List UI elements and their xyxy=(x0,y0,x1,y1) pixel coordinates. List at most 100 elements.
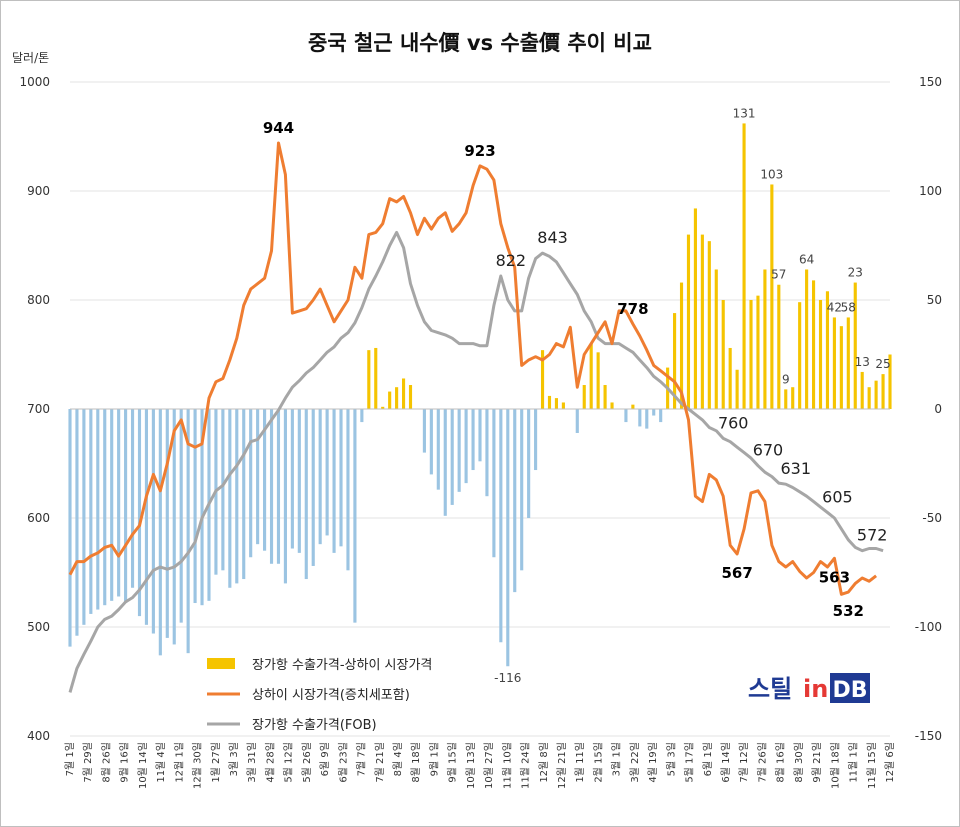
spread-bar xyxy=(450,409,454,505)
price-lines xyxy=(68,141,884,693)
spread-bar xyxy=(200,409,204,606)
x-tick-label: 10월 14일 xyxy=(137,742,149,789)
y2-axis-ticks: -150 -100 -50 0 50 100 150 xyxy=(915,75,942,743)
x-tick-label: 6월 9일 xyxy=(319,742,331,776)
x-tick-label: 9월 21일 xyxy=(811,742,823,783)
legend-entry-shanghai: 상하이 시장가격(증치세포함) xyxy=(252,688,410,703)
spread-bar xyxy=(652,409,656,416)
spread-value-label: 103 xyxy=(760,167,783,181)
shanghai-value-label: 532 xyxy=(833,602,864,620)
spread-bar xyxy=(137,409,142,617)
spread-bar xyxy=(825,291,830,409)
spread-bar xyxy=(457,409,461,492)
spread-bar xyxy=(756,295,760,409)
shanghai-price-line xyxy=(68,141,878,596)
spread-bar xyxy=(283,409,287,584)
spread-bar xyxy=(485,409,489,497)
y2-tick-label: -100 xyxy=(915,620,942,634)
spread-bar xyxy=(561,402,565,409)
spread-bar xyxy=(151,409,155,634)
spread-bar xyxy=(388,391,392,409)
spread-bar xyxy=(395,387,399,409)
x-axis-ticks: 7월 1일 7월 29일 8월 26일 9월 16일 10월 14일 11월 4일 12월 … xyxy=(64,742,896,789)
x-tick-label: 5월 17일 xyxy=(684,742,696,783)
y-tick-label: 400 xyxy=(27,729,50,743)
spread-bar xyxy=(728,347,732,409)
spread-value-label: 9 xyxy=(782,372,790,386)
spread-bar xyxy=(693,208,697,409)
spread-bar xyxy=(235,409,239,584)
spread-bar xyxy=(645,409,649,429)
spread-value-label: 64 xyxy=(799,252,814,266)
spread-bar xyxy=(179,409,183,623)
x-tick-label: 1월 27일 xyxy=(210,742,222,783)
spread-bar xyxy=(346,409,350,571)
x-tick-label: 7월 7일 xyxy=(356,742,368,776)
shanghai-value-label: 778 xyxy=(617,300,648,318)
spread-bar xyxy=(506,409,510,667)
x-tick-label: 11월 15일 xyxy=(866,742,878,789)
x-tick-label: 10월 13일 xyxy=(465,742,477,789)
spread-bar xyxy=(624,409,628,423)
legend: 장가항 수출가격-상하이 시장가격 상하이 시장가격(증치세포함) 장가항 수출… xyxy=(207,658,432,733)
x-tick-label: 5월 12일 xyxy=(283,742,295,783)
spread-bar xyxy=(304,409,308,580)
spread-bar xyxy=(631,404,635,409)
y2-tick-label: 50 xyxy=(927,293,942,307)
y-tick-label: 700 xyxy=(27,402,50,416)
spread-bar xyxy=(707,241,711,409)
spread-bar xyxy=(186,409,190,654)
spread-bar xyxy=(256,409,260,545)
y-tick-label: 1000 xyxy=(19,75,50,89)
legend-entry-spread: 장가항 수출가격-상하이 시장가격 xyxy=(252,658,432,673)
spread-value-label: 57 xyxy=(771,268,786,282)
spread-bar xyxy=(276,409,281,564)
export-value-label: 760 xyxy=(718,413,749,432)
logo-text-in: in xyxy=(803,675,828,703)
spread-bar xyxy=(332,409,336,553)
spread-bar xyxy=(798,302,802,409)
spread-bar xyxy=(686,234,691,409)
spread-bar xyxy=(714,269,718,409)
spread-bar xyxy=(492,409,496,558)
spread-bar xyxy=(144,409,149,625)
spread-value-label: 58 xyxy=(841,300,856,314)
export-value-label: 843 xyxy=(537,228,568,247)
spread-bar xyxy=(784,389,788,409)
export-price-line xyxy=(68,230,884,693)
spread-bar xyxy=(589,343,593,409)
spread-bar xyxy=(408,385,413,409)
spread-bar xyxy=(811,280,816,409)
spread-bar xyxy=(374,347,378,409)
x-tick-label: 11월 10일 xyxy=(501,742,513,789)
spread-bar xyxy=(596,352,600,409)
spread-bar xyxy=(110,409,114,601)
x-tick-label: 6월 14일 xyxy=(720,742,732,783)
chart-title: 중국 철근 내수價 vs 수출價 추이 비교 xyxy=(308,31,652,55)
steelindb-logo: 스틸 in DB xyxy=(748,673,870,703)
spread-bar xyxy=(478,409,482,462)
x-tick-label: 9월 16일 xyxy=(119,742,131,783)
x-tick-label: 3월 31일 xyxy=(246,742,258,783)
spread-bar xyxy=(818,300,823,409)
spread-bar xyxy=(381,406,385,409)
spread-bar xyxy=(846,317,850,409)
spread-bar xyxy=(75,409,79,636)
shanghai-value-label: 923 xyxy=(464,142,495,160)
spread-bar xyxy=(527,409,531,518)
shanghai-value-label: 567 xyxy=(721,564,752,582)
spread-bar xyxy=(534,409,538,471)
y-tick-label: 900 xyxy=(27,184,50,198)
spread-bar xyxy=(839,326,843,409)
spread-bar xyxy=(867,387,871,409)
spread-bar xyxy=(429,409,433,475)
export-value-label: 670 xyxy=(753,441,784,460)
spread-bar xyxy=(130,409,135,588)
spread-bar xyxy=(96,409,100,610)
x-tick-label: 6월 23일 xyxy=(337,742,349,783)
spread-bar xyxy=(124,409,128,604)
spread-bar xyxy=(193,409,197,604)
spread-bar xyxy=(228,409,232,588)
x-tick-label: 3월 1일 xyxy=(611,742,623,776)
shanghai-value-label: 547 xyxy=(867,0,898,4)
